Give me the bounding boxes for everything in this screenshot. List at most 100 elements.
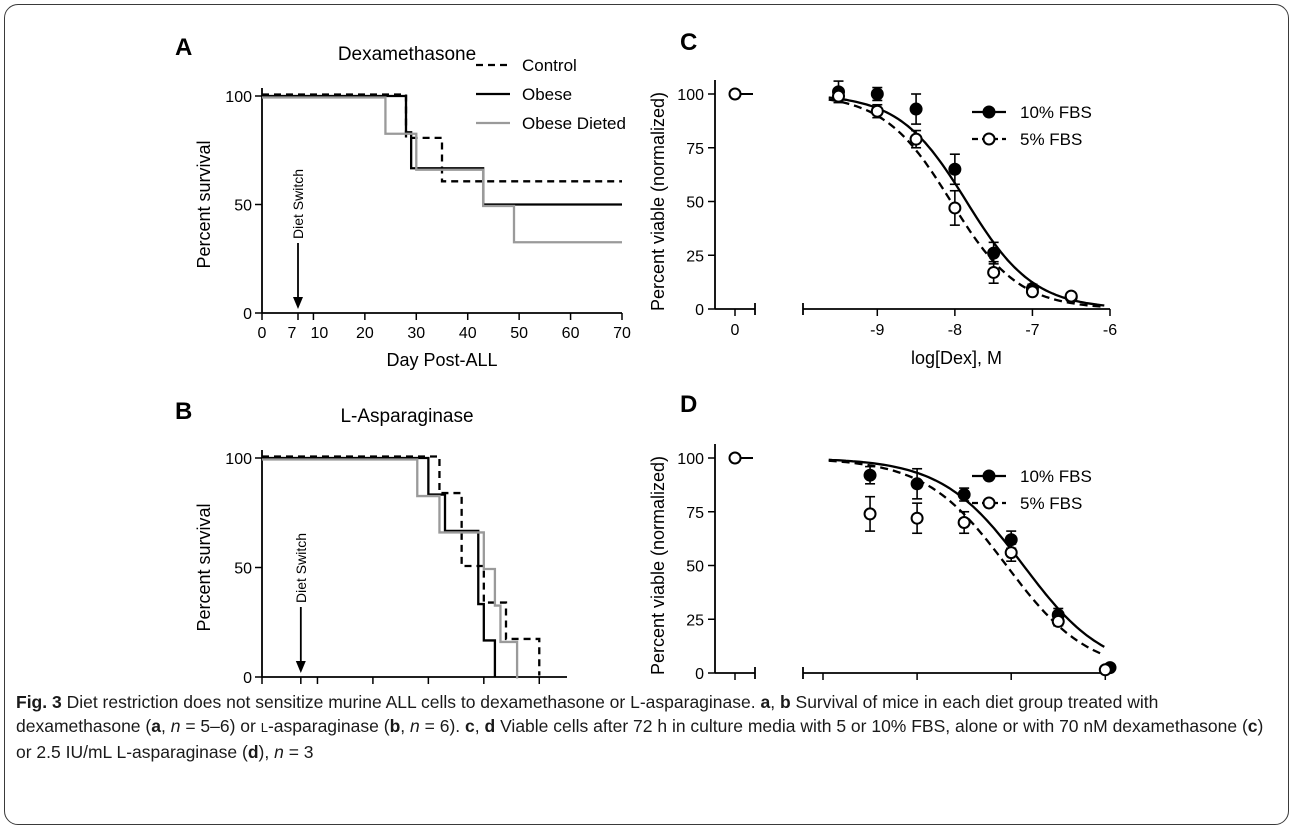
legend-label: Obese Dieted bbox=[522, 114, 626, 133]
legend-label: Obese bbox=[522, 85, 572, 104]
legend-label: 10% FBS bbox=[1020, 103, 1092, 122]
y-tick-label: 0 bbox=[695, 302, 704, 319]
y-tick-label: 50 bbox=[234, 561, 252, 578]
caption-ref-d: d bbox=[247, 742, 259, 762]
caption-n: n bbox=[274, 742, 284, 762]
data-point bbox=[1004, 546, 1018, 560]
y-axis-label: Percent viable (normalized) bbox=[648, 92, 668, 311]
zero-point-marker bbox=[728, 87, 742, 101]
caption-text: = 5–6) or bbox=[185, 716, 256, 736]
fit-curve-5pct-fbs bbox=[828, 98, 1105, 308]
y-tick-label: 50 bbox=[686, 195, 704, 212]
data-point bbox=[987, 265, 1001, 279]
x-tick-label: 70 bbox=[613, 325, 631, 342]
caption-ref-c: c bbox=[465, 716, 475, 736]
panel-letter: C bbox=[680, 29, 697, 56]
caption-ref-b: b bbox=[779, 692, 791, 712]
data-point bbox=[909, 132, 923, 146]
series-line-obese-dieted bbox=[262, 458, 519, 679]
series-line-control bbox=[262, 93, 622, 183]
x-tick-label: 20 bbox=[356, 325, 374, 342]
y-tick-label: 50 bbox=[686, 559, 704, 576]
caption-fig-label: Fig. 3 bbox=[16, 692, 62, 712]
data-point bbox=[948, 201, 962, 215]
caption-n: n bbox=[170, 716, 181, 736]
data-point bbox=[832, 89, 846, 103]
x-tick-label: 10 bbox=[311, 325, 329, 342]
data-point bbox=[910, 511, 924, 525]
diet-switch-arrowhead bbox=[293, 297, 303, 309]
caption-text: , bbox=[160, 716, 166, 736]
data-point bbox=[909, 102, 923, 116]
x-tick-label: 60 bbox=[562, 325, 580, 342]
caption-ref-a: a bbox=[760, 692, 771, 712]
caption-text: = 3 bbox=[288, 742, 314, 762]
data-point bbox=[870, 87, 884, 101]
caption-n: n bbox=[410, 716, 420, 736]
zero-point-marker bbox=[728, 451, 742, 465]
y-tick-label: 25 bbox=[686, 612, 704, 629]
legend-marker bbox=[982, 496, 996, 510]
y-axis-label: Percent viable (normalized) bbox=[648, 456, 668, 675]
series-line-obese-dieted bbox=[262, 96, 622, 244]
legend-label: 5% FBS bbox=[1020, 130, 1082, 149]
figure-caption: Fig. 3 Diet restriction does not sensiti… bbox=[16, 692, 1264, 762]
y-tick-label: 100 bbox=[677, 451, 704, 468]
chart-title: L-Asparaginase bbox=[340, 406, 473, 427]
y-tick-label: 100 bbox=[677, 87, 704, 104]
y-tick-label: 0 bbox=[695, 666, 704, 683]
y-tick-label: 50 bbox=[234, 198, 252, 215]
data-point bbox=[863, 507, 877, 521]
x-tick-label: 40 bbox=[459, 325, 477, 342]
y-tick-label: 25 bbox=[686, 248, 704, 265]
legend-label: Control bbox=[522, 56, 577, 75]
x-tick-label: 0 bbox=[731, 322, 740, 339]
series-line-control bbox=[262, 455, 541, 676]
x-tick-label: -7 bbox=[1025, 322, 1039, 339]
caption-text: -asparaginase ( bbox=[267, 716, 390, 736]
caption-ref-c: c bbox=[1247, 716, 1258, 736]
data-point bbox=[957, 488, 971, 502]
x-axis-label: log[Dex], M bbox=[911, 348, 1002, 368]
y-axis-label: Percent survival bbox=[194, 503, 214, 631]
fit-curve-10pct-fbs bbox=[828, 96, 1105, 307]
y-tick-label: 100 bbox=[225, 451, 252, 468]
data-point bbox=[870, 104, 884, 118]
caption-text: = 6). bbox=[424, 716, 461, 736]
figure-panels: A Dexamethasone 0 50 100 0 7 10 20 30 40 50 60 70 Day … bbox=[175, 29, 1117, 685]
data-point bbox=[910, 477, 924, 491]
caption-text: Viable cells after 72 h in culture media… bbox=[500, 716, 1248, 736]
legend-label: 10% FBS bbox=[1020, 467, 1092, 486]
y-tick-label: 0 bbox=[243, 306, 252, 323]
caption-text: Survival of mice in each diet group trea… bbox=[16, 692, 1159, 736]
caption-ref-a: a bbox=[151, 716, 161, 736]
panel-letter: B bbox=[175, 398, 192, 425]
caption-text: ), bbox=[258, 742, 270, 762]
caption-text: ) or 2.5 IU/mL L-asparaginase ( bbox=[16, 716, 1264, 762]
data-point bbox=[1025, 285, 1039, 299]
caption-ref-d: d bbox=[484, 716, 496, 736]
y-tick-label: 75 bbox=[686, 141, 704, 158]
x-tick-label: 7 bbox=[288, 325, 297, 342]
caption-ref-b: b bbox=[389, 716, 401, 736]
legend-label: 5% FBS bbox=[1020, 494, 1082, 513]
x-tick-label: 50 bbox=[510, 325, 528, 342]
figure-frame bbox=[4, 4, 1289, 825]
x-tick-label: -6 bbox=[1103, 322, 1117, 339]
data-point bbox=[987, 246, 1001, 260]
legend-marker bbox=[982, 132, 996, 146]
x-axis-label: Day Post-ALL bbox=[386, 350, 497, 370]
data-point bbox=[1051, 614, 1065, 628]
x-tick-label: 0 bbox=[258, 325, 267, 342]
panel-letter: D bbox=[680, 391, 697, 418]
data-point bbox=[948, 162, 962, 176]
caption-smallcap: L bbox=[260, 720, 268, 735]
diet-switch-arrowhead bbox=[295, 661, 306, 673]
caption-title: Diet restriction does not sensitize muri… bbox=[66, 692, 756, 712]
chart-title: Dexamethasone bbox=[338, 44, 476, 65]
series-line-obese bbox=[262, 94, 622, 206]
caption-text: , bbox=[400, 716, 406, 736]
panel-letter: A bbox=[175, 34, 192, 61]
x-tick-label: 30 bbox=[407, 325, 425, 342]
y-tick-label: 75 bbox=[686, 505, 704, 522]
